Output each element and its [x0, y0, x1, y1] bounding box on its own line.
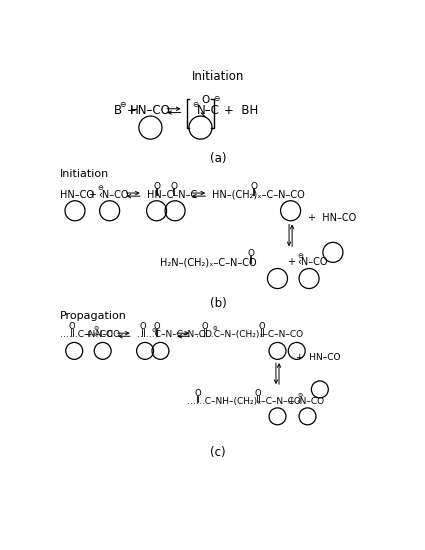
Text: O: O — [202, 322, 208, 331]
Text: O: O — [153, 322, 160, 331]
Text: +: + — [84, 330, 92, 339]
Text: +  BH: + BH — [224, 104, 258, 117]
Text: B: B — [114, 104, 122, 117]
Text: +: + — [88, 190, 96, 200]
Text: ⊖: ⊖ — [212, 326, 217, 331]
Text: ‹N–CO: ‹N–CO — [297, 397, 325, 406]
Text: Propagation: Propagation — [60, 311, 127, 321]
Text: HN–(CH₂)ₓ–C–N–CO: HN–(CH₂)ₓ–C–N–CO — [212, 190, 305, 200]
Text: ⊖: ⊖ — [298, 253, 303, 259]
Text: ‹N–CO: ‹N–CO — [98, 190, 129, 200]
Text: ⊖: ⊖ — [192, 100, 198, 109]
Text: +: + — [126, 104, 136, 117]
Text: O: O — [255, 389, 261, 398]
Text: (a): (a) — [210, 152, 227, 165]
Text: O: O — [250, 182, 257, 191]
Text: O: O — [153, 182, 160, 191]
Text: Initiation: Initiation — [60, 169, 110, 179]
Text: ……C–N–(CH₂)ₓ–C–N–CO: ……C–N–(CH₂)ₓ–C–N–CO — [196, 330, 303, 339]
Text: +: + — [287, 257, 295, 267]
Text: ……C–N–CO: ……C–N–CO — [60, 330, 113, 339]
Text: ⊖: ⊖ — [152, 328, 156, 333]
Text: H₂N–(CH₂)ₓ–C–N–CO: H₂N–(CH₂)ₓ–C–N–CO — [161, 257, 257, 267]
Text: ⊖: ⊖ — [119, 100, 126, 109]
Text: O: O — [170, 182, 177, 191]
Text: ⊖: ⊖ — [213, 94, 220, 103]
Text: HN–CO: HN–CO — [60, 190, 94, 200]
Text: Initiation: Initiation — [192, 70, 244, 83]
Text: +  HN–CO: + HN–CO — [308, 213, 357, 223]
Text: ⊖: ⊖ — [93, 326, 99, 331]
Text: O: O — [202, 95, 210, 105]
Text: (b): (b) — [210, 296, 227, 310]
Text: O: O — [68, 322, 75, 331]
Text: ‹N–CO: ‹N–CO — [298, 257, 328, 267]
Text: ……C–N–C–N–CO: ……C–N–C–N–CO — [136, 330, 212, 339]
Text: HN–C–N–C: HN–C–N–C — [147, 190, 197, 200]
Text: O: O — [139, 322, 146, 331]
Text: N–C: N–C — [197, 104, 219, 117]
Text: O: O — [259, 322, 265, 331]
Text: O: O — [194, 389, 201, 398]
Text: O: O — [247, 249, 254, 258]
Text: ⊖: ⊖ — [297, 393, 303, 398]
Text: +  HN–CO: + HN–CO — [296, 353, 340, 362]
Text: HN–CO: HN–CO — [130, 104, 171, 117]
Text: +: + — [287, 397, 295, 406]
Text: ……C–NH–(CH₂)ₓ–C–N–CO: ……C–NH–(CH₂)ₓ–C–N–CO — [187, 397, 301, 406]
Text: (c): (c) — [210, 446, 226, 459]
Text: ⊖: ⊖ — [97, 185, 103, 191]
Text: ‹N–CO: ‹N–CO — [93, 330, 121, 339]
